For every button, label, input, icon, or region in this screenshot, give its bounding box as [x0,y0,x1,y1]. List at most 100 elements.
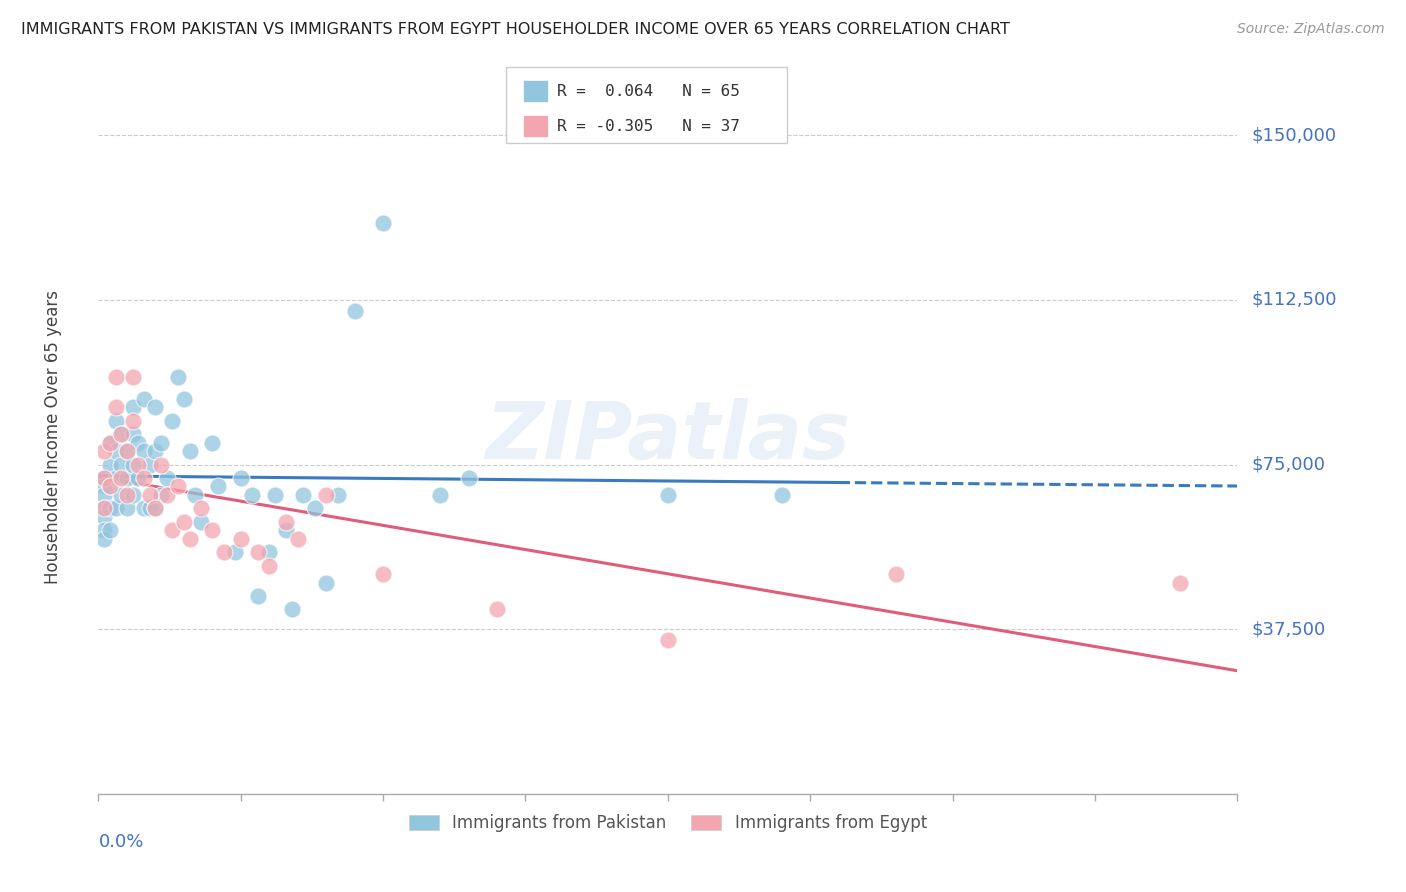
Point [115,471,138,485]
Point [138,458,160,472]
Point [173,392,195,406]
Point [93,501,115,516]
Text: R =  0.064   N = 65: R = 0.064 N = 65 [557,84,740,99]
Point [132,392,155,406]
Point [93,471,115,485]
Text: $37,500: $37,500 [1251,620,1326,638]
Point [167,369,190,384]
Point [127,458,149,472]
Point [207,479,229,493]
Point [884,567,907,582]
Text: $150,000: $150,000 [1251,126,1336,145]
Point [179,444,201,458]
Point [457,471,479,485]
Point [1170,576,1192,591]
Point [104,414,127,428]
Point [229,532,252,546]
Point [156,471,179,485]
Point [110,426,132,441]
Point [429,488,451,502]
Point [121,401,143,415]
Point [121,426,143,441]
Point [93,501,115,516]
Point [104,501,127,516]
Point [104,369,127,384]
Point [98,435,121,450]
Point [281,602,304,616]
Point [93,532,115,546]
Legend: Immigrants from Pakistan, Immigrants from Egypt: Immigrants from Pakistan, Immigrants fro… [402,808,934,839]
Point [246,589,269,603]
Point [173,515,195,529]
Point [167,479,190,493]
Point [132,444,155,458]
Point [93,471,115,485]
Point [98,479,121,493]
Point [190,515,212,529]
Point [259,545,281,559]
Point [98,435,121,450]
Point [224,545,246,559]
Point [110,458,132,472]
Text: ZIPatlas: ZIPatlas [485,398,851,476]
Point [93,479,115,493]
Point [110,426,132,441]
Text: Householder Income Over 65 years: Householder Income Over 65 years [44,290,62,584]
Point [292,488,315,502]
Point [138,501,160,516]
Point [145,444,167,458]
Point [212,545,235,559]
Point [145,501,167,516]
Point [229,471,252,485]
Point [98,458,121,472]
Point [132,501,155,516]
Point [110,488,132,502]
Point [770,488,793,502]
Point [110,471,132,485]
Point [343,303,366,318]
Point [93,488,115,502]
Point [150,435,173,450]
Point [276,524,298,538]
Text: 0.0%: 0.0% [98,833,143,851]
Text: $112,500: $112,500 [1251,291,1337,309]
Point [156,488,179,502]
Point [93,524,115,538]
Point [162,524,184,538]
Point [201,435,224,450]
Point [240,488,263,502]
Point [115,501,138,516]
Point [115,444,138,458]
Point [121,488,143,502]
Text: R = -0.305   N = 37: R = -0.305 N = 37 [557,119,740,134]
Point [326,488,349,502]
Point [127,471,149,485]
Point [145,501,167,516]
Point [150,458,173,472]
Text: Source: ZipAtlas.com: Source: ZipAtlas.com [1237,22,1385,37]
Point [104,444,127,458]
Point [179,532,201,546]
Point [150,488,173,502]
Point [287,532,309,546]
Point [132,471,155,485]
Point [259,558,281,573]
Point [104,401,127,415]
Point [184,488,207,502]
Point [657,488,679,502]
Point [104,471,127,485]
Point [315,576,337,591]
Point [264,488,287,502]
Text: $75,000: $75,000 [1251,456,1326,474]
Point [486,602,509,616]
Point [246,545,269,559]
Point [276,515,298,529]
Point [138,488,160,502]
Point [121,458,143,472]
Point [93,510,115,524]
Point [115,444,138,458]
Point [373,216,395,230]
Text: IMMIGRANTS FROM PAKISTAN VS IMMIGRANTS FROM EGYPT HOUSEHOLDER INCOME OVER 65 YEA: IMMIGRANTS FROM PAKISTAN VS IMMIGRANTS F… [21,22,1010,37]
Point [93,444,115,458]
Point [315,488,337,502]
